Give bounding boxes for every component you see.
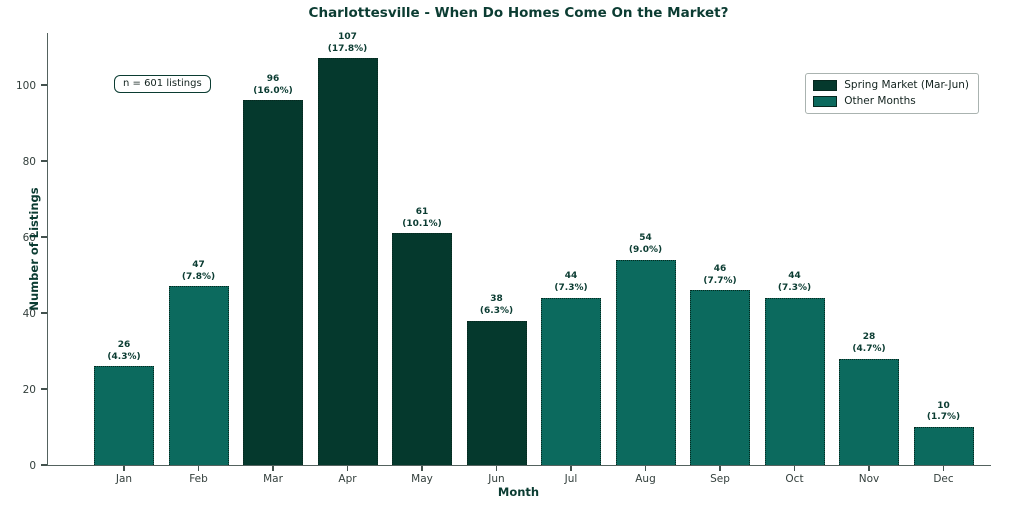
x-tick-aug (644, 466, 647, 471)
sample-size-annotation: n = 601 listings (114, 75, 211, 93)
x-tick-sep (719, 466, 721, 471)
x-tick-label-jan: Jan (115, 473, 133, 485)
bar-may (392, 233, 452, 465)
x-tick-jun (495, 466, 498, 471)
bar-label-jun: 38 (6.3%) (459, 294, 535, 317)
bar-label-jul: 44 (7.3%) (533, 271, 609, 294)
y-tick-label-0: 0 (29, 460, 36, 472)
x-tick-label-jul: Jul (564, 473, 578, 485)
x-tick-nov (868, 466, 870, 471)
bar-percent-nov: (4.7%) (852, 343, 886, 354)
x-tick-label-oct: Oct (785, 473, 804, 485)
bar-percent-jun: (6.3%) (479, 305, 514, 316)
legend-swatch-spring (813, 79, 838, 91)
x-axis-title: Month (497, 485, 540, 499)
x-tick-apr (346, 466, 349, 471)
bar-percent-jul: (7.3%) (554, 283, 588, 294)
x-tick-label-feb: Feb (189, 473, 208, 485)
bar-jun (466, 320, 527, 465)
bar-feb (168, 286, 229, 465)
bar-label-aug: 54 (9.0%) (608, 233, 684, 256)
y-tick-0 (40, 464, 47, 466)
bar-label-jan: 26 (4.3%) (86, 340, 162, 363)
y-tick-80 (40, 160, 47, 162)
y-axis-title: Number of Listings (27, 187, 41, 311)
x-tick-label-dec: Dec (933, 473, 954, 485)
bar-oct (764, 297, 825, 465)
bar-label-apr: 107 (17.8%) (310, 32, 386, 55)
bar-label-dec: 10 (1.7%) (906, 401, 982, 424)
legend-entry-other: Other Months (813, 95, 969, 107)
chart-title: Charlottesville - When Do Homes Come On … (308, 5, 729, 21)
x-tick-jul (570, 466, 572, 471)
y-tick-20 (40, 388, 47, 390)
bar-label-may: 61 (10.1%) (384, 207, 460, 230)
bar-label-feb: 47 (7.8%) (161, 260, 237, 283)
bar-label-sep: 46 (7.7%) (682, 264, 758, 287)
bar-percent-dec: (1.7%) (926, 412, 961, 423)
bar-label-nov: 28 (4.7%) (831, 332, 907, 355)
y-tick-label-100: 100 (15, 80, 36, 92)
y-tick-label-80: 80 (22, 156, 36, 168)
x-tick-label-sep: Sep (710, 473, 730, 485)
x-tick-label-aug: Aug (635, 473, 656, 485)
bar-sep (690, 290, 750, 465)
bar-nov (839, 358, 899, 465)
y-tick-60 (40, 236, 47, 238)
bar-jan (94, 366, 154, 465)
bar-label-mar: 96 (16.0%) (235, 74, 311, 97)
plot-area: n = 601 listings Spring Market (Mar-Jun)… (16, 32, 991, 485)
x-tick-label-nov: Nov (858, 473, 880, 485)
bar-percent-aug: (9.0%) (628, 245, 663, 256)
bar-percent-jan: (4.3%) (107, 351, 141, 362)
bar-percent-sep: (7.7%) (703, 275, 737, 286)
y-tick-label-60: 60 (22, 232, 36, 244)
bar-aug (615, 259, 676, 465)
y-tick-40 (40, 312, 47, 314)
bar-dec (913, 427, 974, 465)
bar-apr (317, 58, 378, 465)
bar-label-oct: 44 (7.3%) (757, 271, 833, 294)
x-tick-jan (123, 466, 125, 471)
legend-entry-spring: Spring Market (Mar-Jun) (813, 79, 969, 91)
bar-percent-oct: (7.3%) (777, 283, 812, 294)
x-tick-feb (197, 466, 200, 471)
x-tick-mar (272, 466, 274, 471)
x-tick-oct (793, 466, 796, 471)
bar-percent-mar: (16.0%) (253, 85, 293, 96)
legend-label-spring: Spring Market (Mar-Jun) (844, 79, 969, 91)
y-tick-label-40: 40 (22, 308, 36, 320)
y-tick-label-20: 20 (22, 384, 36, 396)
legend: Spring Market (Mar-Jun) Other Months (805, 73, 979, 114)
x-tick-label-jun: Jun (488, 473, 505, 485)
bar-jul (541, 297, 601, 465)
x-tick-label-apr: Apr (338, 473, 357, 485)
x-tick-may (421, 466, 423, 471)
legend-swatch-other (813, 95, 838, 107)
bar-percent-apr: (17.8%) (327, 43, 368, 54)
y-tick-100 (40, 84, 47, 86)
bar-percent-feb: (7.8%) (181, 271, 216, 282)
x-tick-label-may: May (411, 473, 433, 485)
bar-mar (243, 100, 303, 465)
x-tick-dec (942, 466, 945, 471)
bar-percent-may: (10.1%) (402, 218, 442, 229)
x-tick-label-mar: Mar (263, 473, 283, 485)
legend-label-other: Other Months (844, 95, 916, 107)
